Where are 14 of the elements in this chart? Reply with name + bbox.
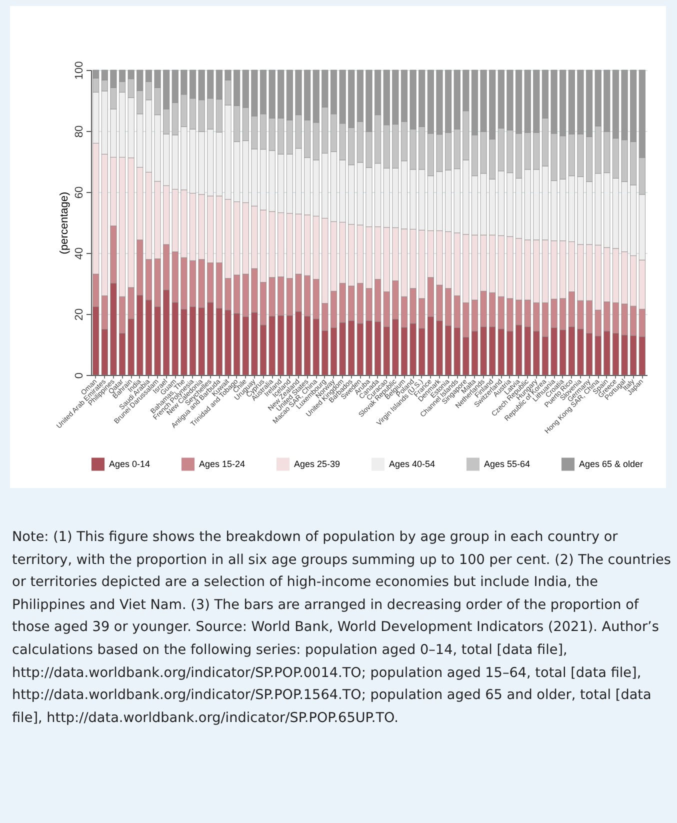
y-tick-label: 0 — [74, 372, 86, 379]
y-tick-label: 60 — [74, 186, 86, 199]
y-tick-label: 20 — [74, 308, 86, 321]
legend-label: Ages 65 & older — [579, 459, 644, 470]
legend-label: Ages 25-39 — [294, 459, 340, 470]
y-tick-label: 80 — [74, 125, 86, 138]
y-tick-label: 40 — [74, 247, 86, 260]
legend-label: Ages 0-14 — [109, 459, 150, 470]
text: Note: (1) This figure shows the breakdown of population by age group in each country or territory, with the proportion in all six age groups summing up to 100 per cent. (2) The countries or territories depicted are a selection of high-income economies but include India, the Philippines and Viet Nam. (3) The bars are arranged in decreasing order of the proportion of those aged 39 or younger. Source: World Bank, World Development Indicators (2021). Author’s calculations based on the following series: population aged 0–14, total [data file], http://data.worldbank.org/indicator/SP.POP.0014.TO; population aged 15–64, total [data file], http://data.worldbank.org/indicator/SP.POP.1564.TO; population aged 65 and older, total [data file], http://data.worldbank.org/indicator/SP.POP.65UP.TO. — [12, 529, 671, 726]
y-tick-label: 100 — [74, 61, 86, 80]
legend-label: Ages 55-64 — [484, 459, 530, 470]
y-axis-title: (percentage) — [58, 192, 70, 254]
legend-label: Ages 15-24 — [199, 459, 246, 470]
legend-label: Ages 40-54 — [389, 459, 436, 470]
